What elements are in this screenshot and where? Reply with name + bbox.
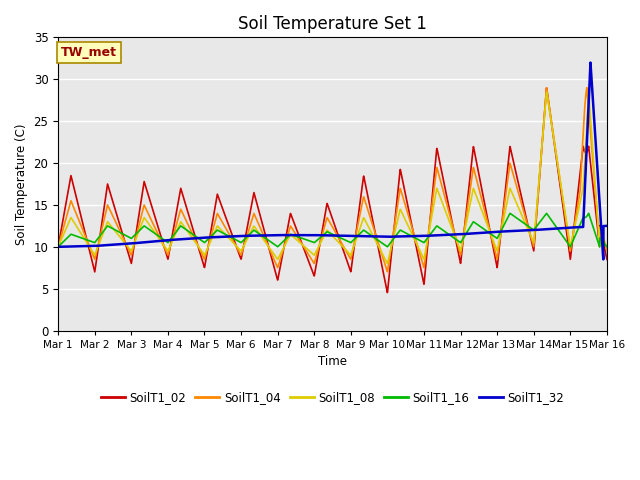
Text: TW_met: TW_met <box>61 46 117 59</box>
Title: Soil Temperature Set 1: Soil Temperature Set 1 <box>238 15 427 33</box>
Legend: SoilT1_02, SoilT1_04, SoilT1_08, SoilT1_16, SoilT1_32: SoilT1_02, SoilT1_04, SoilT1_08, SoilT1_… <box>96 386 569 409</box>
X-axis label: Time: Time <box>318 355 347 368</box>
Y-axis label: Soil Temperature (C): Soil Temperature (C) <box>15 123 28 245</box>
